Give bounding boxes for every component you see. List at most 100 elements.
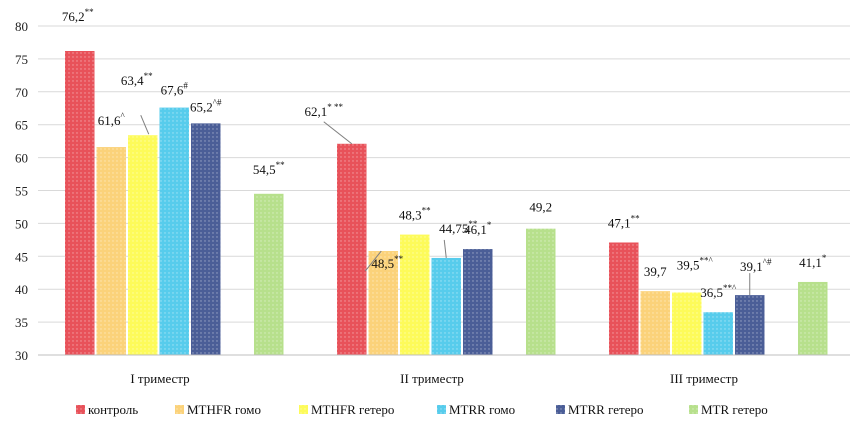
x-category-label: II триместр	[400, 371, 464, 386]
data-label: 61,6^	[98, 111, 126, 128]
bar-texture	[254, 193, 284, 355]
data-label: 36,5**^	[700, 283, 737, 300]
data-label: 49,2	[529, 200, 552, 215]
data-label-significance: **	[394, 254, 404, 264]
data-label-value: 63,4	[121, 73, 144, 88]
legend-label: MTR гетеро	[701, 402, 768, 417]
bar-texture	[672, 292, 702, 355]
bar-texture	[96, 147, 126, 355]
data-label: 39,7	[644, 264, 667, 279]
data-label-significance: **	[422, 206, 432, 216]
bar-texture	[431, 257, 461, 355]
legend-swatch-texture	[556, 405, 565, 414]
data-label-value: 76,2	[62, 9, 85, 24]
data-label-value: 62,1	[305, 104, 328, 119]
data-label: 41,1*	[799, 253, 827, 270]
bar-texture	[609, 242, 639, 355]
y-tick-label: 30	[15, 348, 28, 363]
bar-texture	[703, 312, 733, 355]
y-tick-label: 80	[15, 19, 28, 34]
bar-texture	[463, 249, 493, 355]
data-label-significance: ^#	[213, 97, 222, 107]
bar-texture	[798, 281, 828, 355]
data-label-significance: #	[183, 81, 188, 91]
y-axis: 30 35 40 45 50 55 60 65 70 75 80	[15, 19, 28, 363]
y-tick-label: 65	[15, 118, 28, 133]
data-label-significance: **	[85, 7, 95, 17]
bar-texture	[337, 143, 367, 355]
bars	[65, 51, 828, 356]
data-label: 76,2**	[62, 7, 94, 24]
data-label-value: 39,1	[740, 259, 763, 274]
y-tick-label: 45	[15, 249, 28, 264]
data-label-significance: ^	[121, 111, 126, 121]
data-label-value: 54,5	[253, 162, 276, 177]
legend-swatch-texture	[299, 405, 308, 414]
data-label-significance: ^#	[763, 257, 772, 267]
bar-texture	[159, 107, 189, 355]
bar-texture	[526, 228, 556, 355]
data-labels: 76,2**62,1* **47,1**61,6^48,5**39,763,4*…	[62, 7, 827, 300]
legend-swatch-texture	[175, 405, 184, 414]
data-label: 65,2^#	[190, 97, 222, 114]
y-tick-label: 55	[15, 184, 28, 199]
data-label: 39,5**^	[677, 255, 714, 272]
leader-line	[140, 115, 150, 135]
data-label-value: 44,75	[439, 221, 468, 236]
data-label-value: 47,1	[608, 215, 631, 230]
x-category-label: III триместр	[670, 371, 738, 386]
bar-texture	[368, 251, 398, 355]
legend-swatch-texture	[437, 405, 446, 414]
data-label: 62,1* **	[305, 102, 344, 119]
legend-label: MTHFR гетеро	[311, 402, 394, 417]
y-tick-label: 40	[15, 282, 28, 297]
data-label-value: 48,5	[371, 256, 394, 271]
data-label-significance: **	[468, 219, 478, 229]
leader-line	[443, 239, 447, 259]
x-axis: I триместр II триместр III триместр	[38, 354, 850, 386]
legend-swatch-texture	[76, 405, 85, 414]
legend-label: MTRR гомо	[449, 402, 515, 417]
y-tick-label: 35	[15, 315, 28, 330]
leader-line	[323, 121, 353, 145]
legend: контроль MTHFR гомо MTHFR гетеро MTRR гомо M…	[76, 402, 768, 417]
data-label-value: 46,1	[464, 222, 487, 237]
data-label: 54,5**	[253, 160, 285, 177]
data-label-significance: **^	[700, 255, 714, 265]
bar-texture	[400, 234, 430, 355]
bar-texture	[735, 295, 765, 355]
data-label-significance: **	[631, 213, 641, 223]
data-label: 39,1^#	[740, 257, 772, 274]
data-label-value: 41,1	[799, 255, 822, 270]
bar-texture	[640, 291, 670, 355]
data-label: 63,4**	[121, 71, 153, 88]
data-label-value: 36,5	[700, 285, 723, 300]
bar-texture	[128, 135, 158, 355]
y-tick-label: 75	[15, 52, 28, 67]
legend-label: MTRR гетеро	[568, 402, 643, 417]
data-label-significance: *	[822, 253, 827, 263]
y-tick-label: 70	[15, 85, 28, 100]
data-label-significance: **^	[723, 283, 737, 293]
legend-label: контроль	[88, 402, 138, 417]
data-label-value: 39,7	[644, 264, 667, 279]
legend-label: MTHFR гомо	[187, 402, 261, 417]
leader-line	[364, 250, 382, 272]
y-tick-label: 50	[15, 216, 28, 231]
data-label-significance: **	[144, 71, 154, 81]
data-label-significance: * **	[327, 102, 343, 112]
data-label-significance: *	[487, 220, 492, 230]
data-label: 44,75**	[439, 219, 478, 236]
data-label-value: 67,6	[161, 83, 184, 98]
data-label-value: 49,2	[529, 200, 552, 215]
data-label-value: 61,6	[98, 113, 121, 128]
data-label: 67,6#	[161, 81, 189, 98]
leader-lines	[140, 115, 751, 296]
data-label-value: 48,3	[399, 208, 422, 223]
data-label: 47,1**	[608, 213, 640, 230]
legend-swatch-texture	[689, 405, 698, 414]
data-label-value: 39,5	[677, 257, 700, 272]
bar-texture	[191, 123, 221, 355]
data-label: 48,3**	[399, 206, 431, 223]
